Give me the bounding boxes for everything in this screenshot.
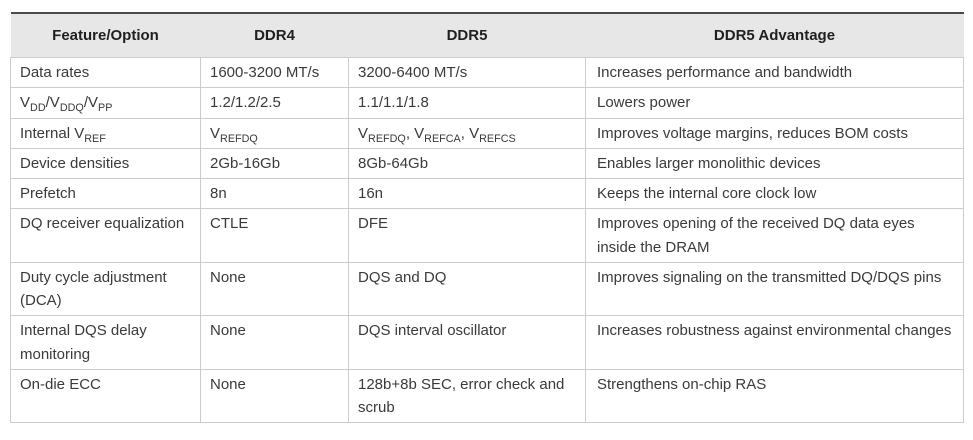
cell-ddr5: VREFDQ, VREFCA, VREFCS [348,117,586,149]
cell-ddr5: 3200-6400 MT/s [348,56,586,89]
cell-ddr5: DQS and DQ [348,261,586,317]
cell-advantage: Enables larger monolithic devices [585,147,964,180]
cell-ddr4: CTLE [200,208,349,263]
col-header-feature-option: Feature/Option [10,13,201,58]
cell-advantage: Increases performance and bandwidth [585,56,964,89]
cell-advantage: Improves voltage margins, reduces BOM co… [585,117,964,149]
table-row: Device densities 2Gb-16Gb 8Gb-64Gb Enabl… [10,147,964,180]
col-header-ddr5-advantage: DDR5 Advantage [585,13,964,58]
cell-feature: Internal DQS delay monitoring [10,315,201,370]
cell-advantage: Increases robustness against environment… [585,315,964,370]
cell-advantage: Strengthens on-chip RAS [585,368,964,424]
cell-ddr4: None [200,261,349,317]
table-row: Internal DQS delay monitoring None DQS i… [10,315,964,370]
cell-feature: Device densities [10,147,201,180]
cell-feature: Internal VREF [10,117,201,149]
table-row: Duty cycle adjustment (DCA) None DQS and… [10,261,964,317]
cell-feature: Data rates [10,56,201,89]
cell-ddr4: 1600-3200 MT/s [200,56,349,89]
cell-ddr4: None [200,315,349,370]
col-header-ddr4: DDR4 [200,13,349,58]
cell-ddr4: 8n [200,177,349,210]
table-row: DQ receiver equalization CTLE DFE Improv… [10,208,964,263]
cell-ddr5: 8Gb-64Gb [348,147,586,180]
cell-ddr5: DQS interval oscillator [348,315,586,370]
cell-advantage: Improves opening of the received DQ data… [585,208,964,263]
table-row: Data rates 1600-3200 MT/s 3200-6400 MT/s… [10,56,964,89]
ddr-comparison-table: Feature/Option DDR4 DDR5 DDR5 Advantage … [10,12,964,424]
cell-ddr5: 1.1/1.1/1.8 [348,87,586,119]
header-row: Feature/Option DDR4 DDR5 DDR5 Advantage [10,13,964,58]
cell-ddr4: 2Gb-16Gb [200,147,349,180]
cell-advantage: Improves signaling on the transmitted DQ… [585,261,964,317]
col-header-ddr5: DDR5 [348,13,586,58]
cell-ddr4: None [200,368,349,424]
table-row: VDD/VDDQ/VPP 1.2/1.2/2.5 1.1/1.1/1.8 Low… [10,87,964,119]
cell-ddr5: 16n [348,177,586,210]
table-row: On-die ECC None 128b+8b SEC, error check… [10,368,964,424]
cell-feature: VDD/VDDQ/VPP [10,87,201,119]
cell-ddr4: 1.2/1.2/2.5 [200,87,349,119]
cell-ddr5: 128b+8b SEC, error check and scrub [348,368,586,424]
cell-feature: Duty cycle adjustment (DCA) [10,261,201,317]
table-row: Prefetch 8n 16n Keeps the internal core … [10,177,964,210]
cell-feature: DQ receiver equalization [10,208,201,263]
cell-advantage: Keeps the internal core clock low [585,177,964,210]
cell-ddr4: VREFDQ [200,117,349,149]
table-row: Internal VREF VREFDQ VREFDQ, VREFCA, VRE… [10,117,964,149]
cell-ddr5: DFE [348,208,586,263]
cell-feature: Prefetch [10,177,201,210]
cell-advantage: Lowers power [585,87,964,119]
cell-feature: On-die ECC [10,368,201,424]
